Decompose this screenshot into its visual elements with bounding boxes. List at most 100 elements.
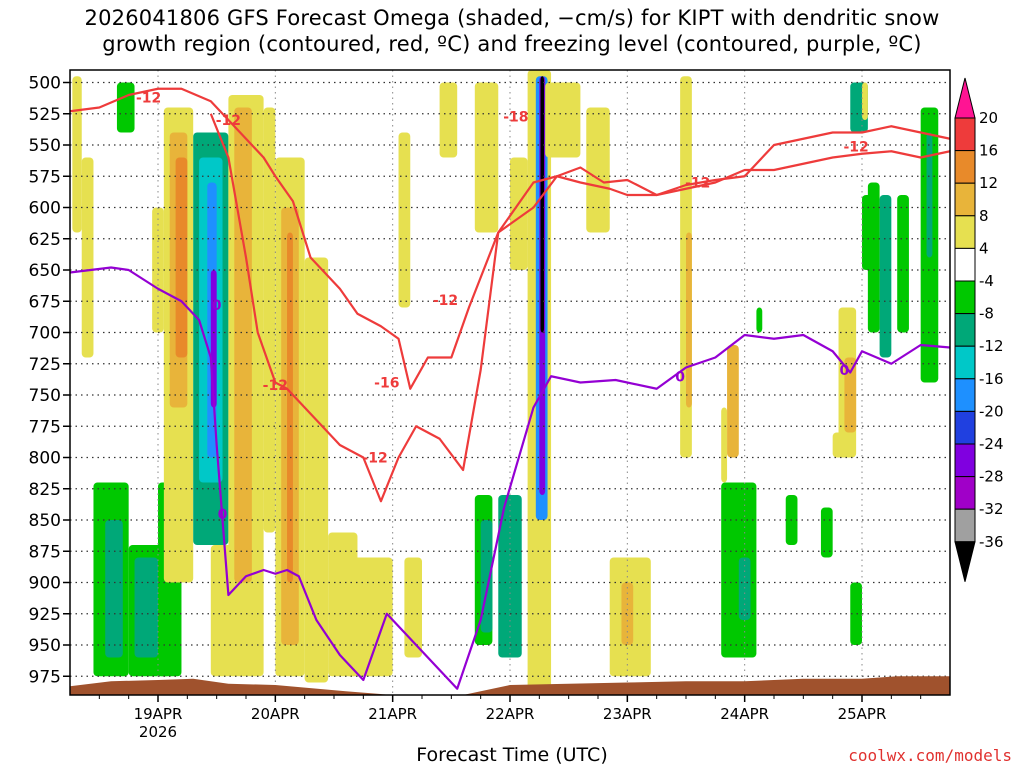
omega-shade-cell	[756, 307, 763, 333]
x-axis-label: Forecast Time (UTC)	[416, 744, 608, 766]
colorbar-segment	[954, 215, 976, 249]
colorbar-segment	[954, 280, 976, 315]
omega-shade-cell	[175, 157, 188, 358]
omega-shade-cell	[926, 132, 933, 258]
x-axis: 19APR 20APR 21APR 22APR 23APR 24APR 25APR 2026	[98, 695, 922, 741]
omega-shade-cell	[540, 76, 545, 333]
omega-shade-cell	[879, 195, 892, 358]
omega-shade-cell	[105, 520, 123, 658]
grid-layer	[70, 70, 950, 695]
y-tick-label: 975	[29, 667, 61, 687]
colorbar-segment	[954, 378, 976, 412]
y-tick-label: 950	[29, 636, 61, 656]
omega-shade-cell	[850, 582, 862, 645]
x-tick-label: 19APR	[134, 705, 183, 723]
colorbar-label: 12	[979, 174, 998, 192]
omega-shade-cell	[867, 182, 880, 333]
x-year-label: 2026	[139, 723, 177, 741]
y-tick-label: 725	[29, 355, 61, 375]
omega-shade-cell	[862, 82, 868, 120]
chart-title-line-2: growth region (contoured, red, ºC) and f…	[102, 32, 922, 56]
colorbar: 20 16 12 8 4 -4 -8 -12 -16 -20 -24 -28 -32 -36	[954, 77, 1004, 582]
contour-label: 0	[675, 369, 685, 385]
colorbar-label: -36	[979, 533, 1004, 551]
contour-label: 0	[212, 298, 222, 314]
contour-label: 0	[840, 363, 850, 379]
x-tick-label: 24APR	[720, 705, 769, 723]
y-tick-label: 750	[29, 386, 61, 406]
colorbar-label: -20	[979, 402, 1004, 420]
chart-title-line-1: 2026041806 GFS Forecast Omega (shaded, −…	[84, 6, 940, 30]
colorbar-segment	[954, 476, 976, 510]
omega-shade-cell	[820, 507, 833, 558]
omega-shade-cell	[586, 107, 610, 233]
colorbar-segment	[954, 117, 976, 152]
contour-label: 0	[218, 507, 228, 523]
y-tick-label: 675	[29, 292, 61, 312]
credit-link[interactable]: coolwx.com/models	[848, 746, 1012, 765]
colorbar-segment	[954, 182, 976, 217]
colorbar-segment	[954, 313, 976, 347]
terrain-fill	[70, 676, 950, 695]
omega-shade-cell	[234, 107, 252, 583]
dgz-contour-lower-boundary	[209, 113, 951, 503]
colorbar-segment	[954, 150, 976, 184]
colorbar-segment	[954, 508, 976, 543]
omega-shade-cell	[439, 82, 458, 158]
x-tick-label: 20APR	[251, 705, 300, 723]
contour-label: -12	[843, 139, 868, 155]
x-tick-label: 21APR	[368, 705, 417, 723]
omega-shade-cell	[72, 76, 82, 233]
omega-shade-cell	[398, 132, 411, 308]
colorbar-segment	[954, 410, 976, 445]
contour-label: -12	[433, 293, 458, 309]
contour-label: -12	[263, 378, 288, 394]
x-tick-label: 23APR	[603, 705, 652, 723]
y-tick-label: 925	[29, 605, 61, 625]
colorbar-top-arrow	[954, 77, 976, 119]
y-tick-label: 575	[29, 167, 61, 187]
omega-shade-cell	[81, 157, 94, 358]
contour-label: -12	[216, 113, 241, 129]
omega-shade-cell	[621, 582, 634, 645]
colorbar-label: 8	[979, 207, 989, 225]
colorbar-segment	[954, 247, 976, 282]
colorbar-segment	[954, 443, 976, 478]
colorbar-label: 16	[979, 142, 998, 160]
y-tick-label: 600	[29, 199, 61, 219]
colorbar-label: -32	[979, 500, 1004, 518]
omega-shade-cell	[844, 357, 857, 433]
x-tick-label: 25APR	[838, 705, 887, 723]
colorbar-bottom-arrow	[954, 541, 976, 582]
dgz-contour-upper-boundary	[69, 87, 951, 390]
omega-shade-cell	[304, 257, 329, 683]
omega-shade-cell	[686, 232, 692, 408]
contour-layer: -12 -12 -12 -16 -12 -12 -18 -12 -12 0 0 0 0	[69, 87, 951, 690]
y-tick-label: 625	[29, 230, 61, 250]
y-tick-label: 875	[29, 542, 61, 562]
omega-shade-cell	[721, 407, 728, 483]
y-tick-label: 550	[29, 136, 61, 156]
colorbar-label: 20	[979, 109, 998, 127]
omega-shade-cell	[897, 195, 909, 333]
colorbar-label: 4	[979, 239, 989, 257]
colorbar-label: -24	[979, 435, 1004, 453]
contour-label: -12	[136, 91, 161, 107]
y-axis: 500 525 550 575 600 625 650 675 700 725 750 775 800 8…	[29, 74, 70, 687]
colorbar-label: -4	[979, 272, 994, 290]
omega-shade-cell	[727, 345, 739, 458]
y-tick-label: 700	[29, 324, 61, 344]
colorbar-label: -16	[979, 370, 1004, 388]
terrain-layer	[70, 676, 950, 695]
colorbar-segment	[954, 345, 976, 380]
colorbar-label: -12	[979, 337, 1004, 355]
y-tick-label: 850	[29, 511, 61, 531]
contour-label: -16	[374, 376, 399, 392]
omega-shade-cell	[510, 157, 528, 270]
y-tick-label: 825	[29, 480, 61, 500]
omega-shade-cell	[287, 232, 293, 583]
omega-shading-layer	[72, 70, 939, 695]
omega-shade-cell	[545, 82, 581, 158]
colorbar-label: -28	[979, 468, 1004, 486]
